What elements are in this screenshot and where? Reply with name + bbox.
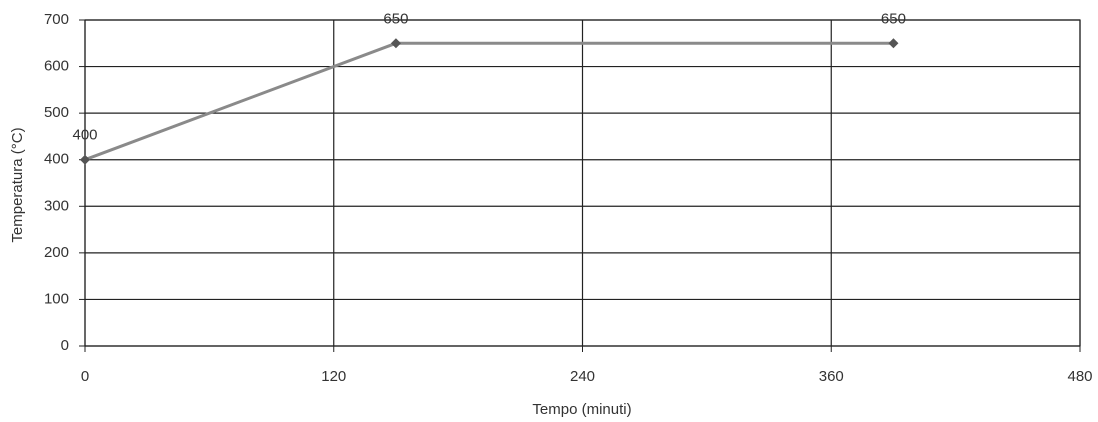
x-tick-label: 120 [321,368,346,385]
y-tick-label: 400 [44,151,69,168]
x-tick-label: 480 [1067,368,1092,385]
y-tick-label: 100 [44,290,69,307]
y-tick-label: 600 [44,58,69,75]
y-tick-label: 200 [44,244,69,261]
plot-border [84,19,1081,347]
y-axis-title: Temperatura (°C) [9,127,26,242]
marker [390,38,401,49]
y-tick-label: 500 [44,104,69,121]
marker [888,38,899,49]
x-tick-label: 0 [81,368,89,385]
y-tick-label: 700 [44,11,69,28]
x-tick-label: 240 [570,368,595,385]
y-tick-label: 300 [44,197,69,214]
line [84,41,894,162]
data-label: 400 [72,127,97,144]
x-axis-title: Tempo (minuti) [532,401,631,418]
data-label: 650 [383,10,408,27]
marker [80,154,90,165]
y-tick-label: 0 [61,337,69,354]
x-tick-label: 360 [819,368,844,385]
data-label: 650 [881,10,906,27]
